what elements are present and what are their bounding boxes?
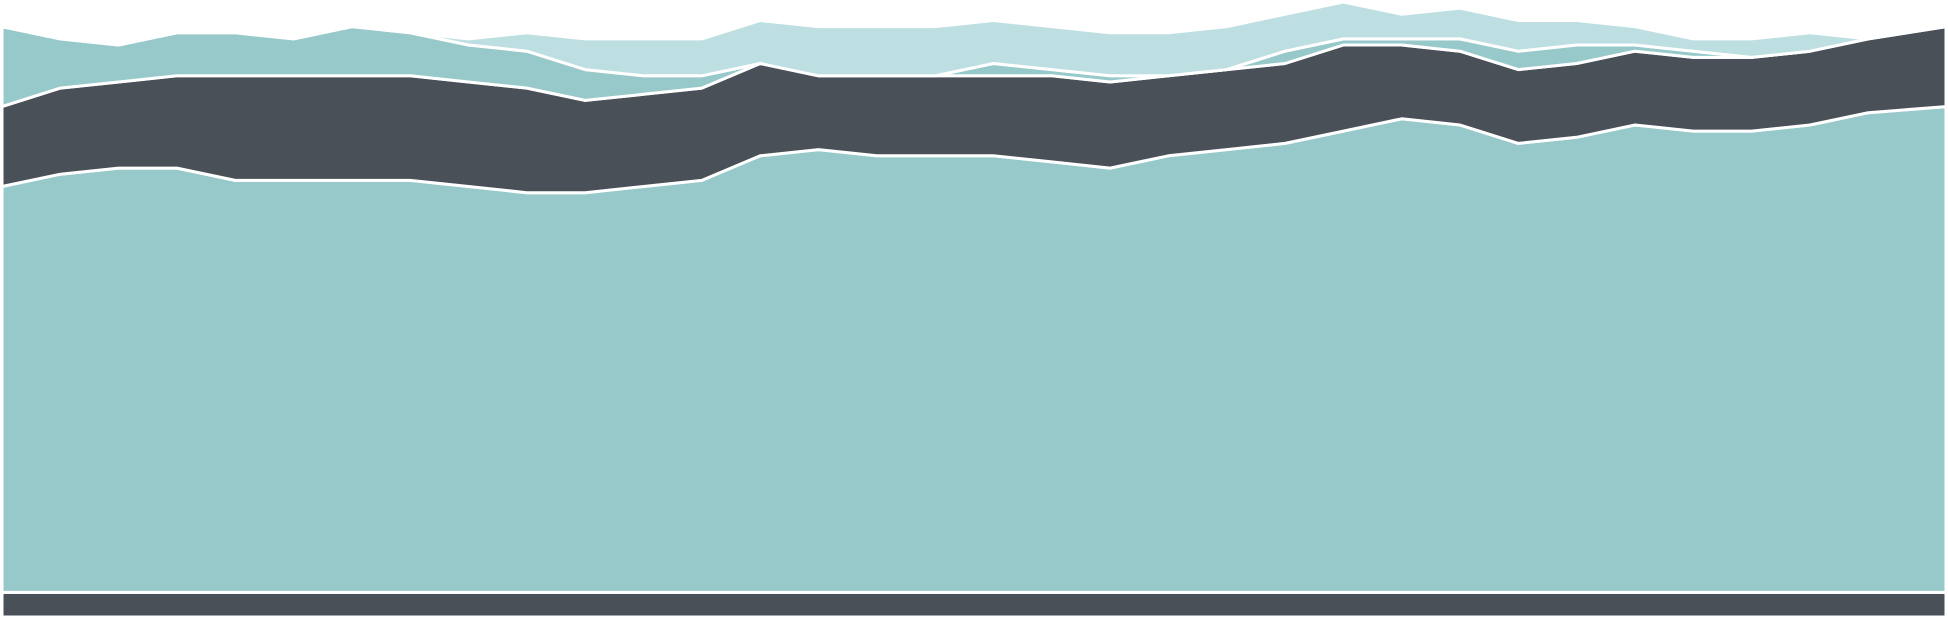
area-series-5 <box>0 0 1948 78</box>
area-series-1 <box>0 590 1948 619</box>
